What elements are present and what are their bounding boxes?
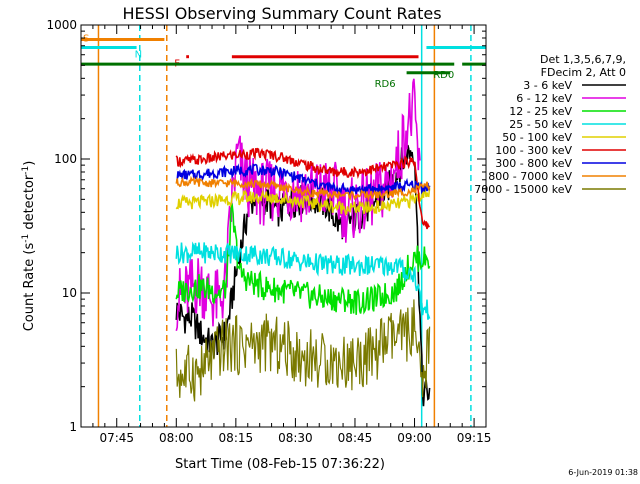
x-tick-label-4: 08:45 xyxy=(338,431,373,445)
x-tick-label-0: 07:45 xyxy=(99,431,134,445)
svg-text:Count Rate (s-1 detector-1): Count Rate (s-1 detector-1) xyxy=(21,161,37,332)
legend-label-6: 300 - 800 keV xyxy=(495,157,572,170)
flag-label-rd6: RD6 xyxy=(375,79,396,90)
x-tick-label-6: 09:15 xyxy=(457,431,492,445)
y-axis-label-sup: -1 xyxy=(21,234,31,243)
y-axis-label: Count Rate (s-1 detector-1) xyxy=(21,161,37,332)
series-25-50-kev xyxy=(175,241,431,320)
legend-label-2: 12 - 25 keV xyxy=(509,105,572,118)
y-axis-label-end: ) xyxy=(22,161,37,166)
y-axis-label-mid: detector xyxy=(22,174,37,234)
legend-label-1: 6 - 12 keV xyxy=(516,92,572,105)
flag-label-s: S xyxy=(83,33,89,44)
series-50-100-kev xyxy=(175,185,431,217)
y-axis-label-sup2: -1 xyxy=(21,166,31,175)
legend-label-0: 3 - 6 keV xyxy=(523,79,572,92)
legend-header-0: Det 1,3,5,6,7,9, xyxy=(540,53,626,66)
y-tick-label-3: 1000 xyxy=(46,18,77,32)
flag-bars: SNFRD0RD6 xyxy=(81,33,486,90)
y-tick-label-2: 100 xyxy=(54,152,77,166)
series-12-25-kev xyxy=(175,202,431,315)
flag-label-rd0: RD0 xyxy=(433,70,454,81)
x-tick-label-2: 08:15 xyxy=(219,431,254,445)
series-800-7000-kev xyxy=(175,175,431,202)
series-7000-15000-kev xyxy=(175,299,431,402)
x-axis-label: Start Time (08-Feb-15 07:36:22) xyxy=(175,457,385,472)
x-tick-label-3: 08:30 xyxy=(278,431,313,445)
chart-title: HESSI Observing Summary Count Rates xyxy=(122,4,441,23)
series-100-300-kev xyxy=(175,147,430,230)
x-tick-label-1: 08:00 xyxy=(159,431,194,445)
legend-label-8: 7000 - 15000 keV xyxy=(474,183,572,196)
flag-label-n: N xyxy=(135,49,142,60)
legend-header-1: FDecim 2, Att 0 xyxy=(541,66,626,79)
legend: Det 1,3,5,6,7,9,FDecim 2, Att 03 - 6 keV… xyxy=(474,53,626,196)
y-axis-label-prefix: Count Rate (s xyxy=(22,243,37,332)
legend-label-7: 800 - 7000 keV xyxy=(488,170,572,183)
series-300-800-kev xyxy=(176,163,431,198)
y-tick-label-1: 10 xyxy=(62,286,77,300)
legend-label-5: 100 - 300 keV xyxy=(495,144,572,157)
x-tick-label-5: 09:00 xyxy=(397,431,432,445)
series-layer xyxy=(175,78,431,407)
y-tick-label-0: 1 xyxy=(69,420,77,434)
date-stamp: 6-Jun-2019 01:38 xyxy=(568,468,638,477)
legend-label-3: 25 - 50 keV xyxy=(509,118,572,131)
legend-label-4: 50 - 100 keV xyxy=(502,131,572,144)
axes: 1 10 100 1000 07:45 08:00 08:15 08:30 08:45 09:00… xyxy=(46,18,491,445)
